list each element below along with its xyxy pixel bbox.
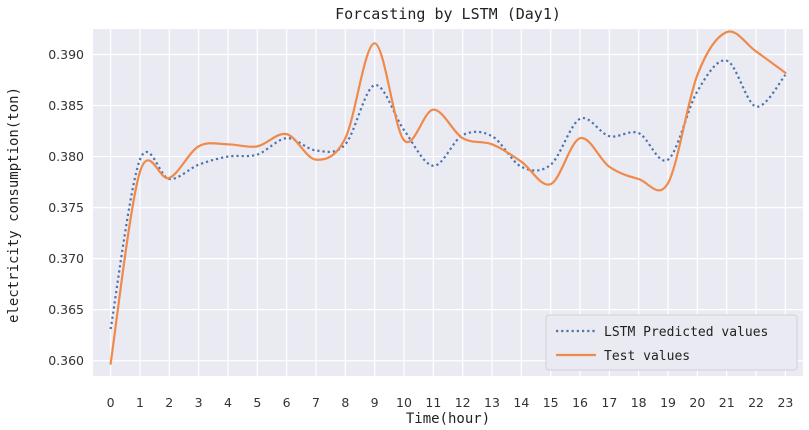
x-tick-label: 1 — [136, 395, 144, 410]
legend-label-predicted: LSTM Predicted values — [604, 325, 768, 340]
series-line-test — [109, 30, 787, 365]
x-tick-label: 23 — [777, 395, 793, 410]
y-tick-label: 0.385 — [48, 98, 84, 113]
x-tick-label: 19 — [660, 395, 676, 410]
legend-label-test: Test values — [604, 349, 690, 364]
series-line-predicted — [109, 59, 787, 330]
x-tick-label: 3 — [195, 395, 203, 410]
x-tick-label: 22 — [748, 395, 764, 410]
x-tick-labels: 0 1 2 3 4 5 6 7 8 9 10 11 12 13 14 15 16 17 18 19 20 21 22 23 — [107, 395, 794, 410]
x-tick-label: 12 — [455, 395, 471, 410]
x-tick-label: 5 — [253, 395, 261, 410]
legend-box — [545, 314, 798, 371]
x-tick-label: 6 — [283, 395, 291, 410]
y-tick-label: 0.360 — [48, 353, 84, 368]
x-tick-label: 21 — [719, 395, 735, 410]
y-tick-label: 0.390 — [48, 47, 84, 62]
x-tick-label: 17 — [601, 395, 617, 410]
x-axis-label: Time(hour) — [406, 411, 490, 427]
x-tick-label: 2 — [165, 395, 173, 410]
x-tick-label: 14 — [513, 395, 529, 410]
x-tick-label: 18 — [631, 395, 647, 410]
y-axis-label: electricity consumption(ton) — [6, 87, 22, 323]
x-tick-label: 11 — [425, 395, 441, 410]
x-tick-label: 0 — [107, 395, 115, 410]
x-tick-label: 7 — [312, 395, 320, 410]
legend: LSTM Predicted values Test values — [545, 314, 798, 371]
series-layer — [109, 30, 787, 365]
x-tick-label: 8 — [341, 395, 349, 410]
x-tick-label: 16 — [572, 395, 588, 410]
x-tick-label: 20 — [689, 395, 705, 410]
y-tick-label: 0.375 — [48, 200, 84, 215]
y-tick-label: 0.380 — [48, 149, 84, 164]
y-tick-labels: 0.360 0.365 0.370 0.375 0.380 0.385 0.390 — [48, 47, 84, 368]
y-tick-label: 0.370 — [48, 251, 84, 266]
x-tick-label: 9 — [371, 395, 379, 410]
x-tick-label: 13 — [484, 395, 500, 410]
x-tick-label: 10 — [396, 395, 412, 410]
y-tick-label: 0.365 — [48, 302, 84, 317]
x-tick-label: 15 — [543, 395, 559, 410]
chart-title: Forcasting by LSTM (Day1) — [335, 5, 561, 23]
x-tick-label: 4 — [224, 395, 232, 410]
